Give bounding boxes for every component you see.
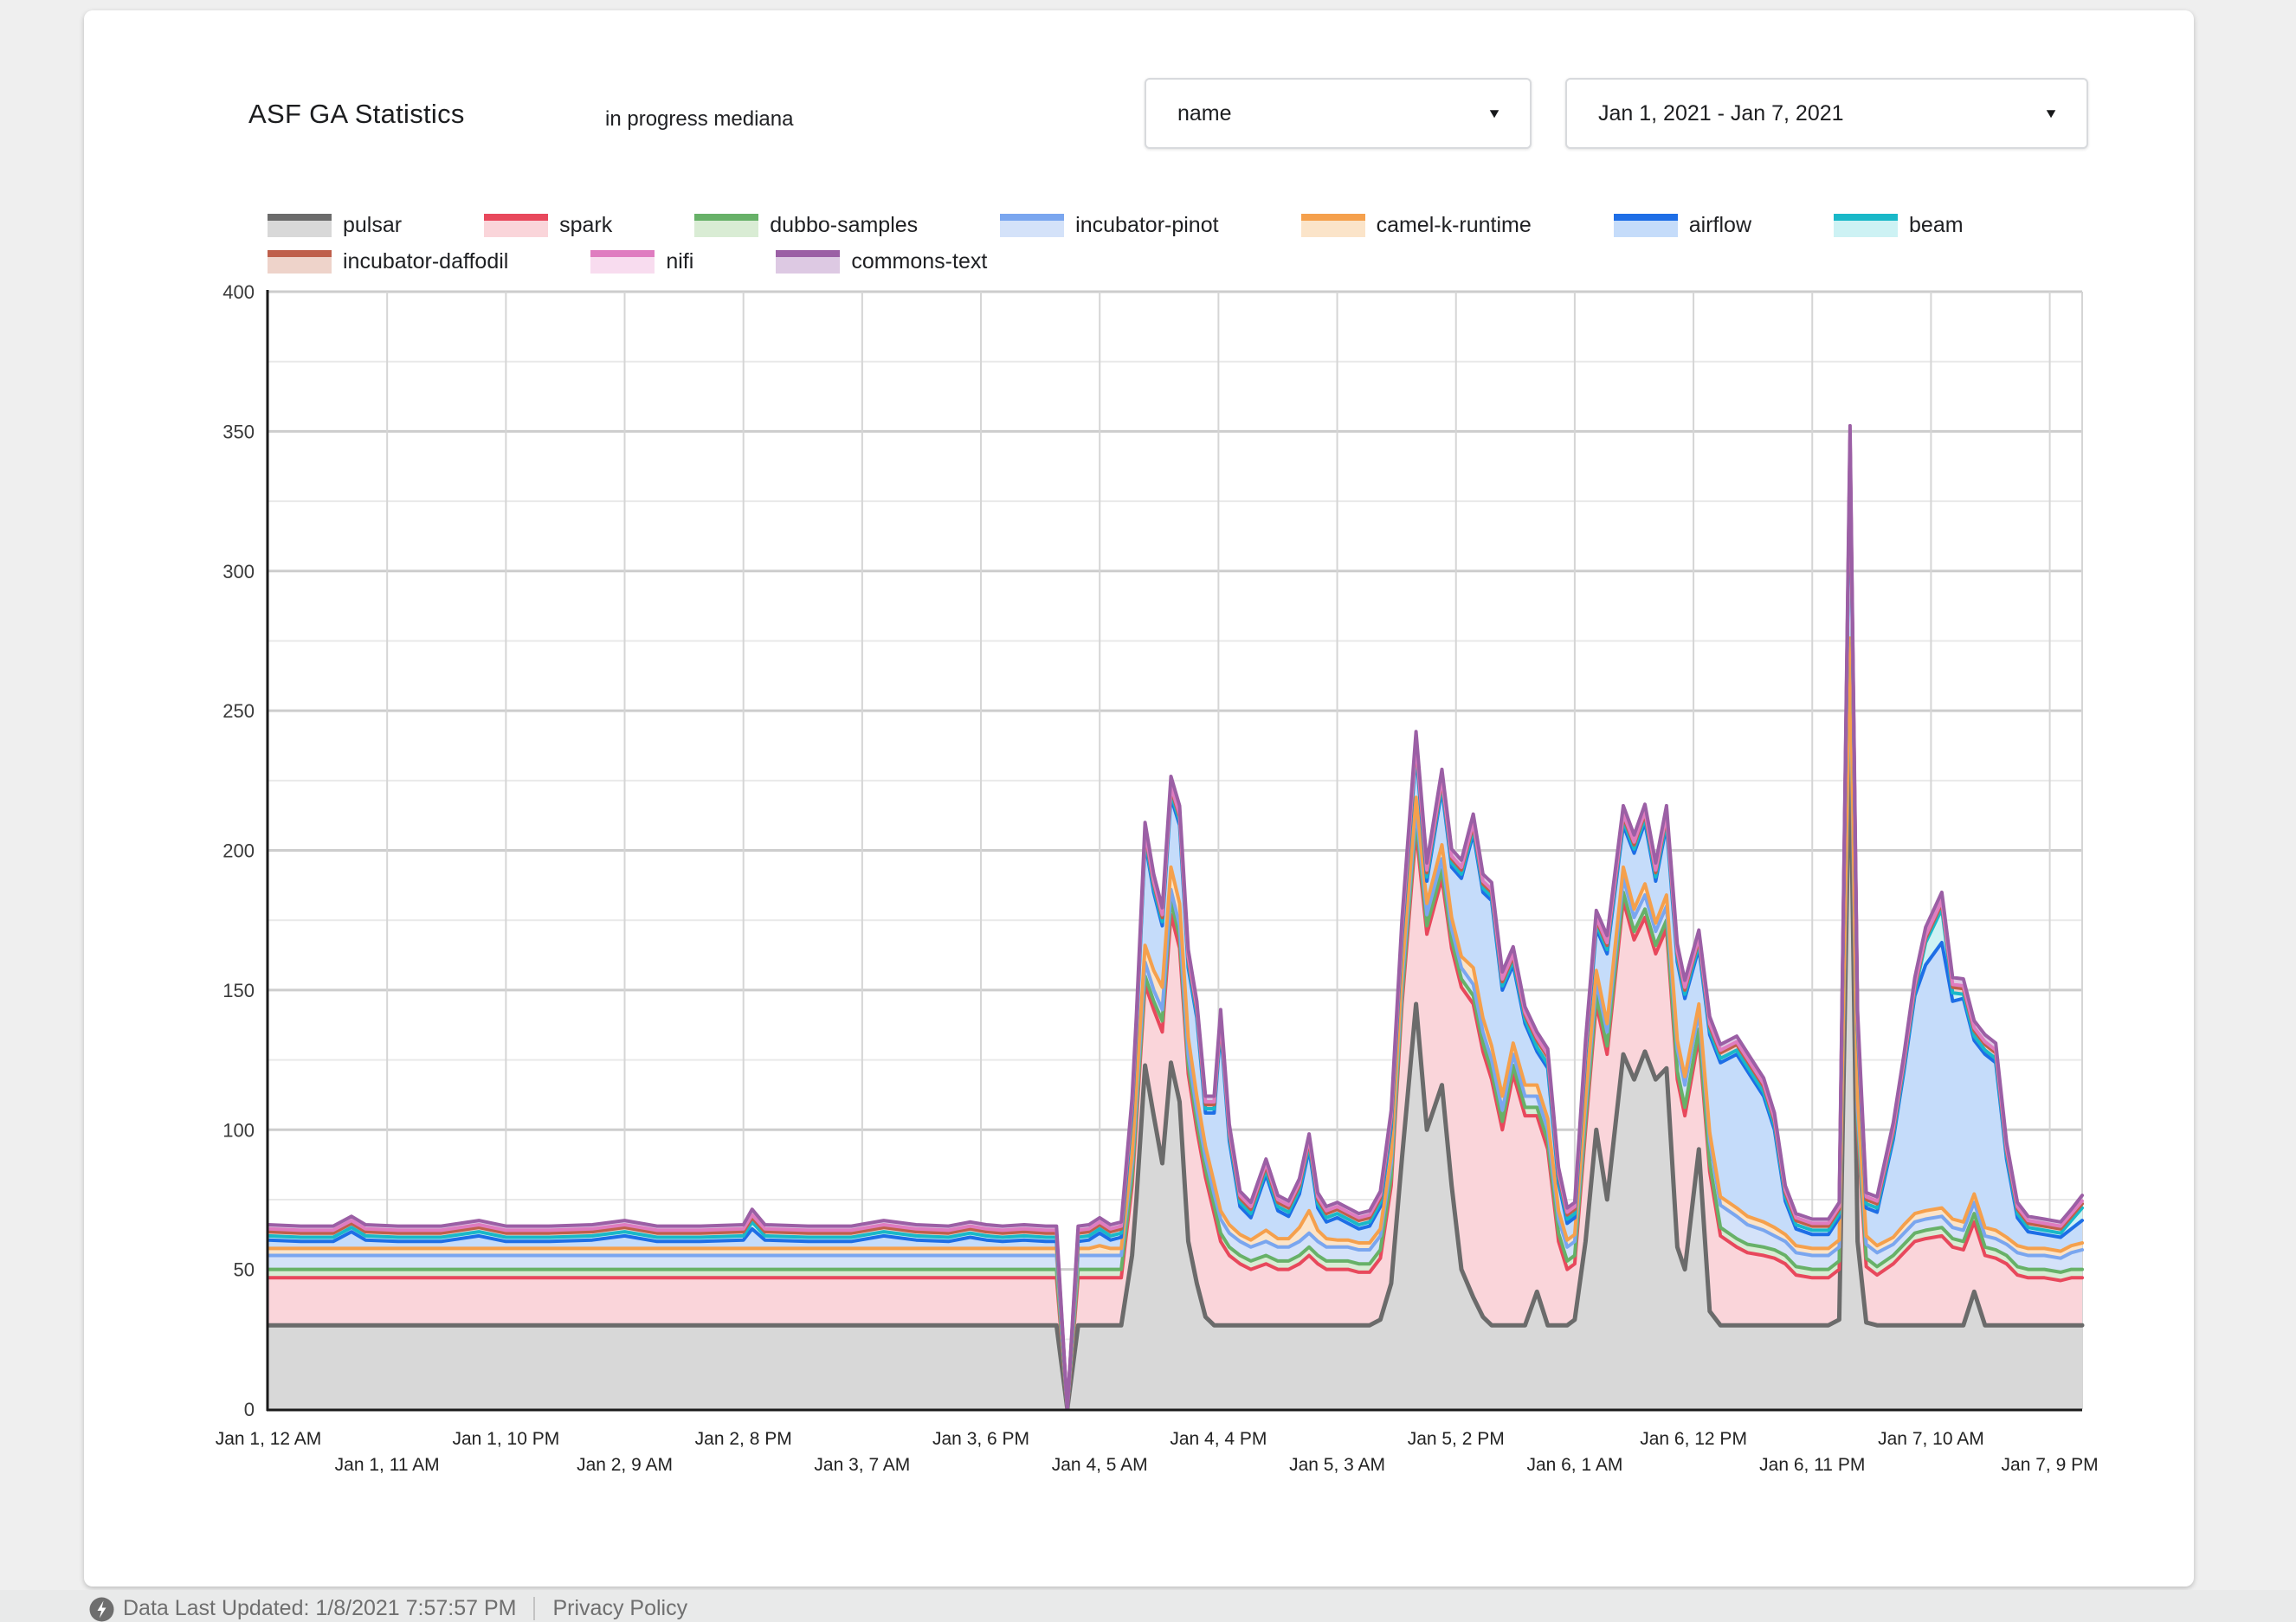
y-tick-label: 350 bbox=[223, 421, 255, 442]
legend-swatch-icon bbox=[268, 250, 332, 274]
legend-label: incubator-daffodil bbox=[343, 249, 509, 274]
x-tick-label: Jan 3, 7 AM bbox=[814, 1455, 910, 1475]
y-tick-label: 100 bbox=[223, 1119, 255, 1141]
legend-label: spark bbox=[559, 213, 613, 237]
x-tick-label: Jan 7, 9 PM bbox=[2002, 1455, 2099, 1475]
x-tick-label: Jan 5, 2 PM bbox=[1408, 1429, 1505, 1449]
legend-item-airflow[interactable]: airflow bbox=[1613, 213, 1752, 238]
x-tick-label: Jan 3, 6 PM bbox=[932, 1429, 1029, 1449]
area-line-camel-k-runtime bbox=[267, 636, 2084, 1411]
date-range-select[interactable]: Jan 1, 2021 - Jan 7, 2021 ▼ bbox=[1565, 78, 2088, 149]
legend-item-nifi[interactable]: nifi bbox=[590, 249, 693, 274]
legend-label: incubator-pinot bbox=[1075, 213, 1219, 237]
legend-label: commons-text bbox=[851, 249, 988, 274]
date-range-select-value: Jan 1, 2021 - Jan 7, 2021 bbox=[1598, 100, 1844, 126]
legend-swatch-icon bbox=[694, 214, 759, 237]
y-tick-label: 200 bbox=[223, 840, 255, 862]
x-tick-label: Jan 1, 12 AM bbox=[216, 1429, 322, 1449]
legend-swatch-icon bbox=[590, 250, 655, 274]
legend-swatch-icon bbox=[1300, 214, 1365, 237]
chevron-down-icon: ▼ bbox=[1487, 106, 1502, 121]
area-fill-spark bbox=[268, 668, 2082, 1409]
legend-item-incubator-daffodil[interactable]: incubator-daffodil bbox=[268, 249, 508, 274]
y-tick-label: 400 bbox=[223, 281, 255, 303]
dimension-select-value: name bbox=[1177, 100, 1232, 126]
x-tick-label: Jan 5, 3 AM bbox=[1289, 1455, 1385, 1475]
y-tick-label: 250 bbox=[223, 700, 255, 722]
legend-item-dubbo-samples[interactable]: dubbo-samples bbox=[694, 213, 918, 238]
x-tick-label: Jan 4, 4 PM bbox=[1170, 1429, 1267, 1449]
legend-swatch-icon bbox=[268, 214, 332, 237]
legend-swatch-icon bbox=[1000, 214, 1065, 237]
legend-label: camel-k-runtime bbox=[1376, 213, 1532, 237]
x-tick-label: Jan 6, 12 PM bbox=[1640, 1429, 1747, 1449]
x-tick-label: Jan 1, 11 AM bbox=[335, 1455, 440, 1475]
legend-swatch-icon bbox=[776, 250, 841, 274]
area-fill-pulsar bbox=[268, 724, 2082, 1409]
x-tick-label: Jan 6, 11 PM bbox=[1759, 1455, 1865, 1475]
legend-label: beam bbox=[1909, 213, 1964, 237]
page-footer: Data Last Updated: 1/8/2021 7:57:57 PM P… bbox=[0, 1590, 2296, 1622]
legend-label: nifi bbox=[666, 249, 694, 274]
privacy-policy-link[interactable]: Privacy Policy bbox=[552, 1596, 688, 1620]
chevron-down-icon: ▼ bbox=[2043, 106, 2059, 121]
legend-swatch-icon bbox=[1834, 214, 1899, 237]
area-line-commons-text bbox=[267, 423, 2084, 1411]
chart-legend: pulsar spark dubbo-samples incubator-pinot c… bbox=[268, 213, 2146, 274]
x-tick-label: Jan 2, 8 PM bbox=[695, 1429, 792, 1449]
legend-item-incubator-pinot[interactable]: incubator-pinot bbox=[1000, 213, 1219, 238]
y-tick-label: 50 bbox=[234, 1259, 255, 1281]
legend-item-commons-text[interactable]: commons-text bbox=[776, 249, 987, 274]
y-tick-label: 150 bbox=[223, 980, 255, 1001]
stacked-area-chart[interactable]: 0 50 100 150 200 250 300 350 400 Jan 1, 12 AM Jan … bbox=[84, 10, 2194, 1587]
page-subtitle: in progress mediana bbox=[605, 107, 794, 131]
footer-divider bbox=[533, 1597, 536, 1620]
x-tick-label: Jan 1, 10 PM bbox=[452, 1429, 559, 1449]
dashboard-card: ASF GA Statistics in progress mediana na… bbox=[84, 10, 2194, 1587]
legend-label: dubbo-samples bbox=[770, 213, 919, 237]
legend-item-pulsar[interactable]: pulsar bbox=[268, 213, 402, 238]
x-tick-label: Jan 6, 1 AM bbox=[1526, 1455, 1622, 1475]
y-tick-label: 300 bbox=[223, 561, 255, 583]
y-tick-label: 0 bbox=[244, 1399, 255, 1420]
legend-swatch-icon bbox=[484, 214, 549, 237]
legend-item-spark[interactable]: spark bbox=[484, 213, 612, 238]
last-updated-text: Data Last Updated: 1/8/2021 7:57:57 PM bbox=[123, 1596, 517, 1620]
legend-label: airflow bbox=[1688, 213, 1752, 237]
legend-item-beam[interactable]: beam bbox=[1834, 213, 1964, 238]
legend-swatch-icon bbox=[1613, 214, 1678, 237]
legend-label: pulsar bbox=[343, 213, 403, 237]
x-tick-label: Jan 2, 9 AM bbox=[577, 1455, 673, 1475]
dimension-select[interactable]: name ▼ bbox=[1145, 78, 1532, 149]
legend-item-camel-k-runtime[interactable]: camel-k-runtime bbox=[1300, 213, 1532, 238]
x-tick-label: Jan 7, 10 AM bbox=[1878, 1429, 1984, 1449]
lightning-bolt-icon bbox=[89, 1597, 114, 1622]
page-title: ASF GA Statistics bbox=[248, 99, 465, 129]
x-tick-label: Jan 4, 5 AM bbox=[1052, 1455, 1148, 1475]
